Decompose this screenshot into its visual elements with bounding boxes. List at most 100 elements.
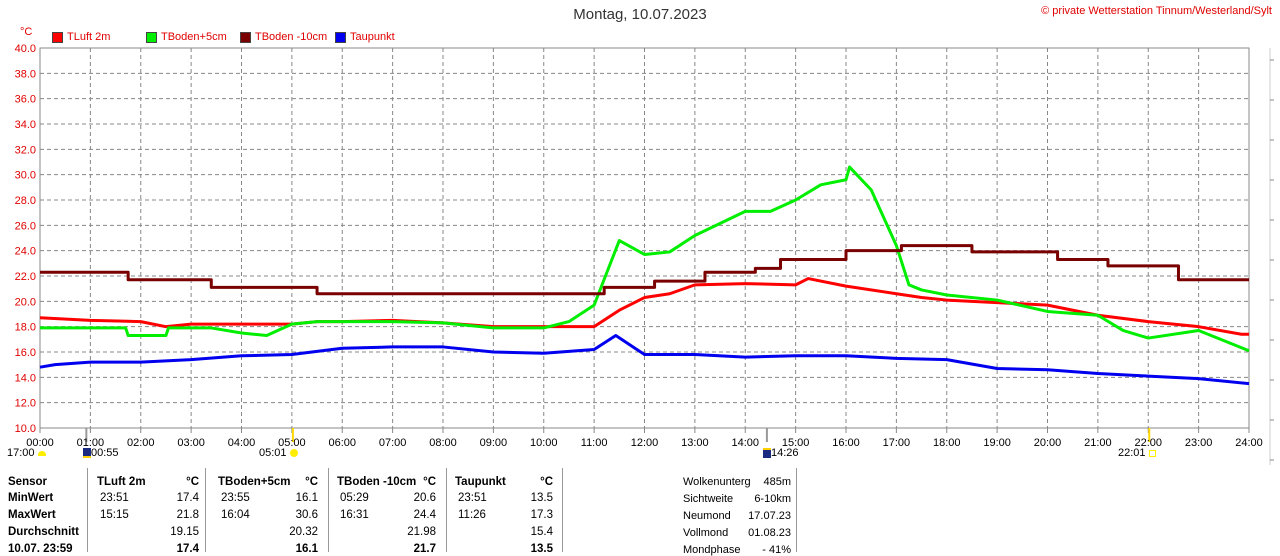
header-unit: °C <box>186 476 199 488</box>
series-line-tluft-2m <box>39 277 1249 336</box>
legend-tluft: TLuft 2m <box>52 31 110 43</box>
header-unit: °C <box>540 476 553 488</box>
legend-taupunkt: Taupunkt <box>335 31 395 43</box>
y-tick-label: 14.0 <box>15 372 36 384</box>
x-tick-label: 21:00 <box>1084 437 1112 449</box>
cell-value: 19.15 <box>170 526 199 538</box>
x-tick-label: 23:00 <box>1185 437 1213 449</box>
event-time: 14:26 <box>771 447 799 459</box>
info-value: - 41% <box>762 544 791 556</box>
cell-time: 05:29 <box>340 492 369 504</box>
y-tick-label: 30.0 <box>15 170 36 182</box>
y-tick-label: 38.0 <box>15 68 36 80</box>
header-unit: °C <box>305 476 318 488</box>
event-time: 05:01 <box>259 447 287 459</box>
cell-time: 23:55 <box>221 492 250 504</box>
event-sunrise: 05:01 <box>259 447 298 459</box>
legend-label: TLuft 2m <box>67 31 111 43</box>
legend-swatch <box>52 31 63 43</box>
x-tick-label: 13:00 <box>681 437 709 449</box>
y-tick-label: 16.0 <box>15 347 36 359</box>
info-label: Vollmond <box>683 527 729 539</box>
x-tick-label: 20:00 <box>1034 437 1062 449</box>
x-tick-label: 15:00 <box>782 437 810 449</box>
cell-value: 13.5 <box>530 543 553 555</box>
cell-value: 17.3 <box>530 509 553 521</box>
sunrise-icon <box>289 449 298 457</box>
x-tick-label: 24:00 <box>1235 437 1263 449</box>
header-sensor-name: TLuft 2m <box>97 476 146 488</box>
info-value: 01.08.23 <box>748 527 791 539</box>
series-line-tboden-5cm <box>40 165 1250 353</box>
cell-value: 17.4 <box>176 543 199 555</box>
info-label: Sichtweite <box>683 493 734 505</box>
info-value: 6-10km <box>754 493 791 505</box>
x-tick-label: 07:00 <box>379 437 407 449</box>
y-tick-label: 26.0 <box>15 220 36 232</box>
x-tick-label: 17:00 <box>883 437 911 449</box>
moonset-icon <box>763 448 771 458</box>
y-tick-label: 36.0 <box>15 94 36 106</box>
cell-value: 15.4 <box>530 526 553 538</box>
event-moonset: 14:26 <box>763 447 799 459</box>
series-line-taupunkt <box>39 334 1250 386</box>
info-value: 485m <box>763 476 791 488</box>
y-tick-label: 12.0 <box>15 398 36 410</box>
y-tick-label: 22.0 <box>15 271 36 283</box>
cell-time: 15:15 <box>100 509 129 521</box>
sunset-icon <box>1148 449 1156 457</box>
x-tick-label: 04:00 <box>228 437 256 449</box>
event-time: 17:00 <box>7 447 35 459</box>
x-tick-label: 22:00 <box>1134 437 1162 449</box>
cell-value: 21.8 <box>176 509 199 521</box>
cell-value: 21.7 <box>413 543 436 555</box>
x-tick-label: 09:00 <box>480 437 508 449</box>
x-tick-label: 02:00 <box>127 437 155 449</box>
header-unit: °C <box>423 476 436 488</box>
cell-value: 20.6 <box>413 492 436 504</box>
cell-time: 16:31 <box>340 509 369 521</box>
event-time: 00:55 <box>91 447 119 459</box>
legend-label: TBoden+5cm <box>161 31 227 43</box>
info-label: Wolkenunterg <box>683 476 751 488</box>
x-tick-label: 01:00 <box>77 437 105 449</box>
x-tick-label: 08:00 <box>429 437 457 449</box>
y-tick-label: 20.0 <box>15 296 36 308</box>
cell-value: 30.6 <box>295 509 318 521</box>
cell-value: 16.1 <box>295 543 318 555</box>
legend-swatch <box>240 31 251 43</box>
cell-time: 16:04 <box>221 509 250 521</box>
x-tick-label: 14:00 <box>731 437 759 449</box>
x-tick-label: 05:00 <box>278 437 306 449</box>
y-tick-label: 32.0 <box>15 144 36 156</box>
y-unit-label: °C <box>20 26 33 38</box>
y-tick-label: 24.0 <box>15 246 36 258</box>
info-value: 17.07.23 <box>748 510 791 522</box>
event-time: 22:01 <box>1118 447 1146 459</box>
x-tick-label: 06:00 <box>328 437 356 449</box>
x-tick-label: 00:00 <box>26 437 54 449</box>
event-sunset: 22:01 <box>1118 447 1156 459</box>
event-moonrise: 00:55 <box>83 447 119 459</box>
legend-tboden5: TBoden+5cm <box>146 31 227 43</box>
y-tick-label: 10.0 <box>15 423 36 435</box>
legend-label: Taupunkt <box>350 31 395 43</box>
chart-title: Montag, 10.07.2023 <box>573 6 707 23</box>
x-tick-label: 10:00 <box>530 437 558 449</box>
copyright: © private Wetterstation Tinnum/Westerlan… <box>1041 5 1272 17</box>
temperature-chart: 10.0 12.0 14.0 16.0 18.0 20.0 22.0 24.0 26.0 28.0… <box>15 43 1274 465</box>
moonrise-icon <box>83 448 91 458</box>
x-tick-label: 12:00 <box>631 437 659 449</box>
info-label: Mondphase <box>683 544 741 556</box>
header-sensor-name: TBoden+5cm <box>218 476 291 488</box>
cell-value: 20.32 <box>289 526 318 538</box>
legend-swatch <box>146 31 157 43</box>
x-tick-label: 18:00 <box>933 437 961 449</box>
x-tick-label: 16:00 <box>832 437 860 449</box>
y-tick-label: 28.0 <box>15 195 36 207</box>
header-sensor: Sensor <box>8 476 47 488</box>
cell-value: 21.98 <box>407 526 436 538</box>
legend-tboden10: TBoden -10cm <box>240 31 327 43</box>
cell-value: 24.4 <box>413 509 436 521</box>
event-sunset-prev: 17:00 <box>7 447 46 459</box>
